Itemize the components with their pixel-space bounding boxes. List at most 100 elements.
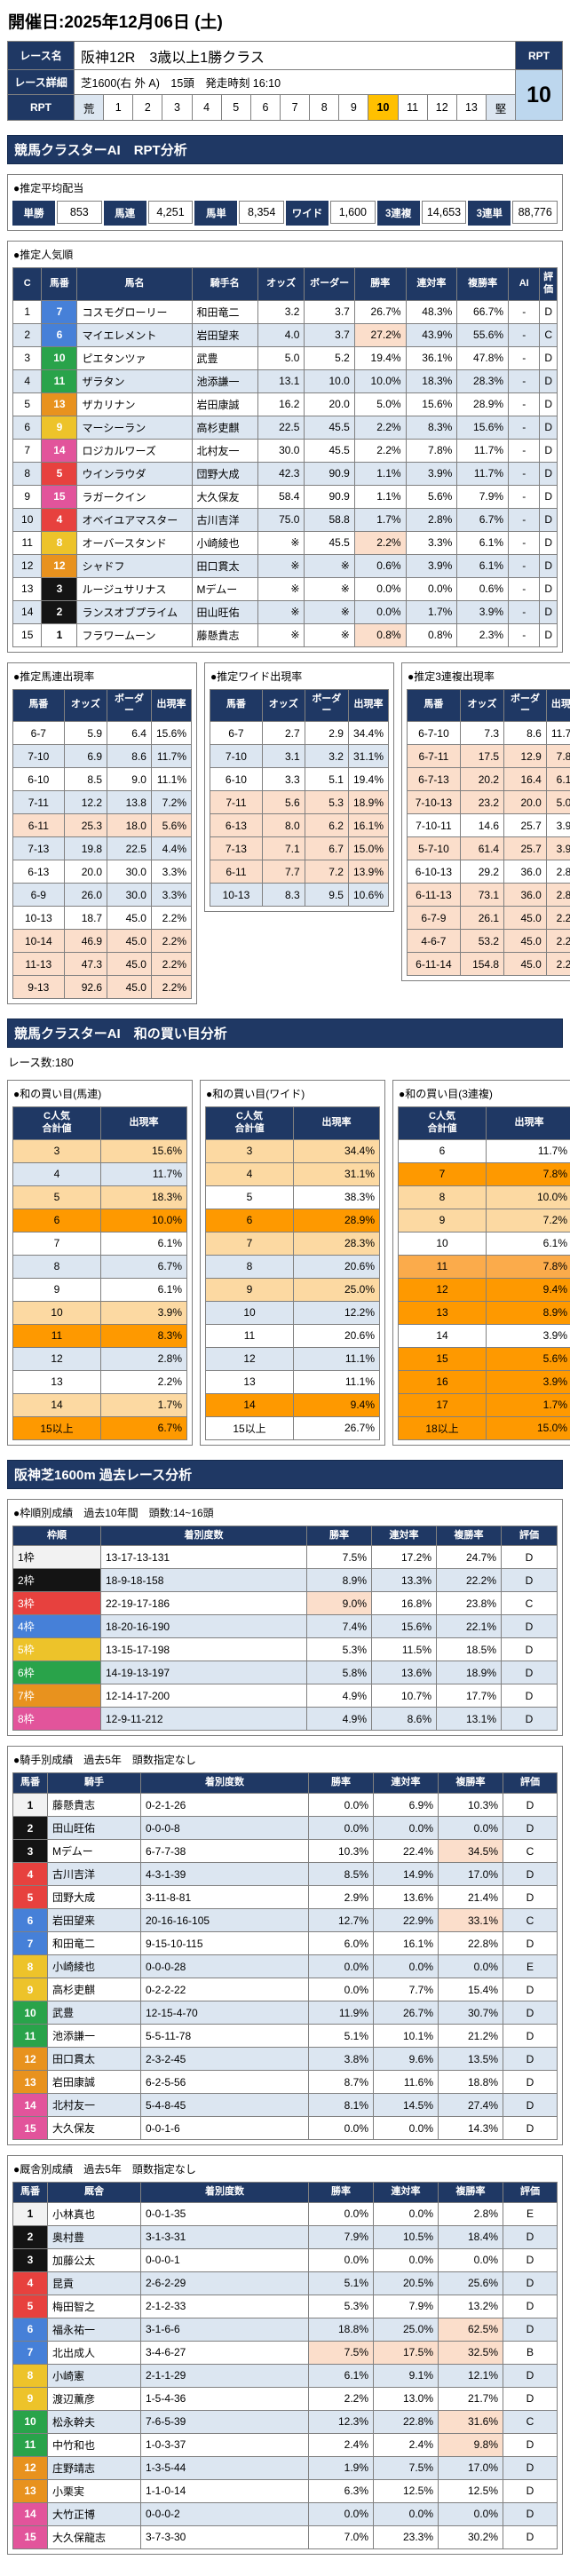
place-rate: 3.9% — [457, 600, 509, 623]
combination: 6-11 — [210, 860, 263, 884]
odds: ※ — [257, 623, 305, 646]
rpt-scale-item-5[interactable]: 5 — [222, 95, 251, 120]
quinella-rate: 9.1% — [374, 2364, 439, 2387]
rpt-scale-item-3[interactable]: 3 — [162, 95, 192, 120]
border-value: 5.1 — [305, 768, 348, 791]
quinella-rate: 10.5% — [374, 2225, 439, 2248]
occurrence-rate: 11.1% — [294, 1347, 380, 1370]
evaluation: D — [503, 2456, 558, 2479]
horse-number: 4 — [42, 508, 77, 531]
win-rate: 0.0% — [309, 2202, 374, 2225]
occurrence-rate: 7.2% — [487, 1209, 570, 1232]
rpt-scale-item-2[interactable]: 2 — [133, 95, 162, 120]
finish-record: 14-19-13-197 — [101, 1661, 307, 1684]
rpt-scale-item-6[interactable]: 6 — [251, 95, 281, 120]
column-header: 着別度数 — [141, 2183, 309, 2203]
c-rank: 4 — [13, 369, 42, 392]
place-rate: 18.9% — [437, 1661, 502, 1684]
finish-record: 9-15-10-115 — [141, 1932, 309, 1955]
section-rpt-analysis: 競馬クラスターAI RPT分析 — [7, 135, 563, 164]
rpt-scale-item-11[interactable]: 11 — [399, 95, 428, 120]
win-rate: 5.0% — [354, 392, 406, 416]
rpt-scale-item-12[interactable]: 12 — [428, 95, 457, 120]
rpt-scale-item-7[interactable]: 7 — [281, 95, 310, 120]
border-value: 45.0 — [107, 907, 152, 930]
occurrence-rate: 7.8% — [487, 1162, 570, 1185]
sanrenpuku-box: ●推定3連複出現率 馬番オッズボーダー出現率6-7-107.38.611.7%6… — [401, 662, 570, 982]
occurrence-rate: 2.2% — [151, 953, 191, 976]
ai-value: - — [509, 439, 540, 462]
rpt-scale-item-1[interactable]: 1 — [104, 95, 133, 120]
column-header: 評価 — [540, 268, 558, 301]
ai-value: - — [509, 623, 540, 646]
finish-record: 5-5-11-78 — [141, 2025, 309, 2048]
combination: 10-13 — [210, 884, 263, 907]
rpt-scale-item-4[interactable]: 4 — [193, 95, 222, 120]
rpt-scale-item-8[interactable]: 8 — [310, 95, 339, 120]
person-name: 小林真也 — [48, 2202, 141, 2225]
combination: 6-11-14 — [408, 953, 461, 976]
person-name: 小崎憲 — [48, 2364, 141, 2387]
payout-value: 8,354 — [239, 201, 284, 224]
horse-name: オベイユアマスター — [77, 508, 192, 531]
horse-number: 7 — [13, 2341, 48, 2364]
column-header: 出現率 — [294, 1107, 380, 1140]
occurrence-rate: 31.1% — [294, 1162, 380, 1185]
rpt-scale-item-荒[interactable]: 荒 — [75, 95, 104, 120]
jockey-name: Mデムー — [192, 577, 257, 600]
win-rate: 7.9% — [309, 2225, 374, 2248]
rpt-scale-item-9[interactable]: 9 — [339, 95, 368, 120]
section-past-races: 阪神芝1600m 過去レース分析 — [7, 1460, 563, 1489]
horse-number: 7 — [13, 1932, 48, 1955]
c-popularity-sum: 18以上 — [399, 1416, 487, 1439]
quinella-rate: 0.0% — [374, 1955, 439, 1978]
person-name: 加藤公太 — [48, 2248, 141, 2271]
occurrence-rate: 3.3% — [151, 860, 191, 884]
occurrence-rate: 34.4% — [294, 1139, 380, 1162]
column-header: C人気合計値 — [206, 1107, 294, 1140]
combination: 7-10-13 — [408, 791, 461, 814]
border-value: 90.9 — [305, 485, 354, 508]
quinella-rate: 14.9% — [374, 1863, 439, 1886]
c-popularity-sum: 7 — [399, 1162, 487, 1185]
horse-number: 13 — [13, 2071, 48, 2094]
rpt-scale-item-10[interactable]: 10 — [368, 95, 398, 120]
payout-value: 4,251 — [148, 201, 194, 224]
horse-name: ロジカルワーズ — [77, 439, 192, 462]
rpt-scale-item-13[interactable]: 13 — [457, 95, 487, 120]
column-header: オッズ — [460, 689, 503, 722]
quinella-rate: 22.8% — [374, 2410, 439, 2433]
evaluation: D — [503, 1817, 558, 1840]
finish-record: 0-0-1-6 — [141, 2117, 309, 2140]
win-rate: 10.0% — [354, 369, 406, 392]
evaluation: D — [540, 531, 558, 554]
column-header: 着別度数 — [141, 1773, 309, 1794]
evaluation: E — [503, 1955, 558, 1978]
quinella-rate: 36.1% — [406, 346, 457, 369]
win-rate: 7.0% — [309, 2525, 374, 2548]
occurrence-rate: 16.1% — [348, 814, 388, 837]
place-rate: 0.0% — [439, 2248, 503, 2271]
place-rate: 10.3% — [439, 1794, 503, 1817]
jockey-name: 大久保友 — [192, 485, 257, 508]
win-rate: 0.8% — [354, 623, 406, 646]
c-popularity-sum: 17 — [399, 1393, 487, 1416]
odds: 7.7 — [262, 860, 305, 884]
c-popularity-sum: 3 — [206, 1139, 294, 1162]
win-rate: 0.0% — [309, 2502, 374, 2525]
evaluation: D — [502, 1684, 558, 1708]
column-header: 評価 — [502, 1526, 558, 1546]
horse-name: マイエレメント — [77, 323, 192, 346]
rpt-scale-item-堅[interactable]: 堅 — [487, 95, 515, 120]
combination: 6-7 — [210, 722, 263, 745]
odds: 25.3 — [64, 814, 107, 837]
column-header: オッズ — [262, 689, 305, 722]
